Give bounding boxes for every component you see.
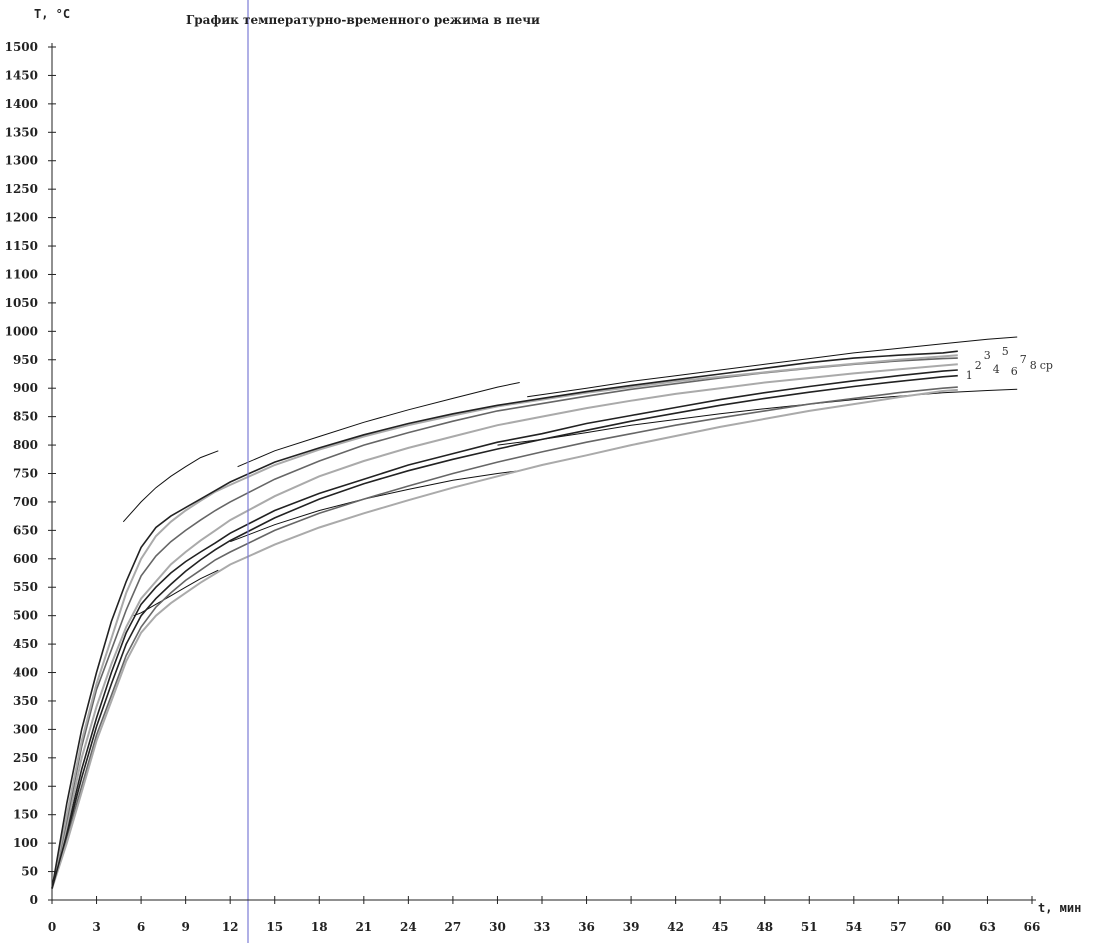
x-tick-label: 66 [1024,920,1041,934]
x-tick-label: 60 [935,920,952,934]
curve-label-cp: cp [1040,359,1053,372]
y-tick-label: 850 [13,410,38,424]
x-tick-label: 63 [979,920,996,934]
y-tick-label: 1400 [5,97,38,111]
series-line-7 [51,388,958,889]
series-lines [51,350,958,889]
y-tick-label: 50 [21,865,38,879]
x-tick-label: 57 [890,920,907,934]
series-line-3 [51,357,958,889]
x-tick-label: 30 [489,920,506,934]
y-tick-label: 400 [13,666,38,680]
y-tick-label: 1100 [5,267,38,281]
envelope-curves [122,336,1018,617]
y-tick-label: 350 [13,694,38,708]
y-tick-label: 100 [13,836,38,850]
y-tick-label: 200 [13,779,38,793]
x-tick-label: 6 [137,920,145,934]
x-tick-label: 54 [845,920,862,934]
series-line-8 [51,374,958,889]
series-line-1 [51,369,958,889]
x-tick-label: 45 [712,920,729,934]
x-axis-label: t, мин [1038,901,1081,915]
y-tick-label: 900 [13,381,38,395]
series-line-2 [51,363,958,889]
y-tick-label: 650 [13,523,38,537]
x-tick-label: 9 [181,920,189,934]
y-tick-label: 750 [13,467,38,481]
x-tick-label: 42 [667,920,684,934]
y-tick-label: 1450 [5,68,38,82]
x-tick-label: 33 [534,920,551,934]
envelope-curve-5 [230,470,520,543]
curve-label-8: 8 [1030,359,1037,372]
y-tick-label: 450 [13,637,38,651]
y-tick-label: 1300 [5,154,38,168]
y-tick-label: 300 [13,722,38,736]
series-line-6 [51,350,958,889]
axes [51,43,1036,901]
x-tick-label: 3 [92,920,100,934]
y-tick-label: 1500 [5,40,38,54]
x-tick-label: 36 [578,920,595,934]
curve-label-1: 1 [966,369,973,382]
envelope-curve-1 [122,450,219,523]
x-tick-label: 24 [400,920,417,934]
y-tick-label: 1150 [5,239,38,253]
y-tick-label: 600 [13,552,38,566]
x-tick-label: 12 [222,920,239,934]
x-tick-label: 18 [311,920,328,934]
y-tick-label: 150 [13,808,38,822]
y-axis-label: T, °C [34,7,70,21]
y-tick-label: 250 [13,751,38,765]
envelope-curve-2 [237,382,520,468]
series-line-5 [51,386,958,889]
series-line-4 [51,354,958,889]
envelope-curve-6 [497,388,1018,446]
y-tick-label: 550 [13,580,38,594]
x-tick-label: 48 [756,920,773,934]
x-tick-label: 27 [445,920,462,934]
curve-label-3: 3 [984,349,991,362]
curve-label-6: 6 [1011,365,1018,378]
y-tick-label: 0 [30,893,38,907]
envelope-curve-4 [133,569,219,617]
curve-label-4: 4 [993,363,1000,376]
x-tick-label: 51 [801,920,818,934]
x-tick-label: 15 [266,920,283,934]
curve-label-7: 7 [1020,353,1027,366]
y-tick-label: 1200 [5,211,38,225]
y-tick-label: 500 [13,609,38,623]
envelope-curve-3 [527,336,1018,398]
x-tick-label: 21 [355,920,372,934]
tick-labels: 0501001502002503003504004505005506006507… [5,40,1041,934]
curve-label-2: 2 [975,359,982,372]
y-tick-label: 1350 [5,125,38,139]
curve-label-5: 5 [1002,345,1009,358]
y-tick-label: 1250 [5,182,38,196]
y-tick-label: 800 [13,438,38,452]
x-tick-label: 0 [48,920,56,934]
y-tick-label: 1000 [5,324,38,338]
chart-title: График температурно-временного режима в … [186,13,540,27]
x-tick-label: 39 [623,920,640,934]
y-tick-label: 700 [13,495,38,509]
y-tick-label: 950 [13,353,38,367]
y-tick-label: 1050 [5,296,38,310]
